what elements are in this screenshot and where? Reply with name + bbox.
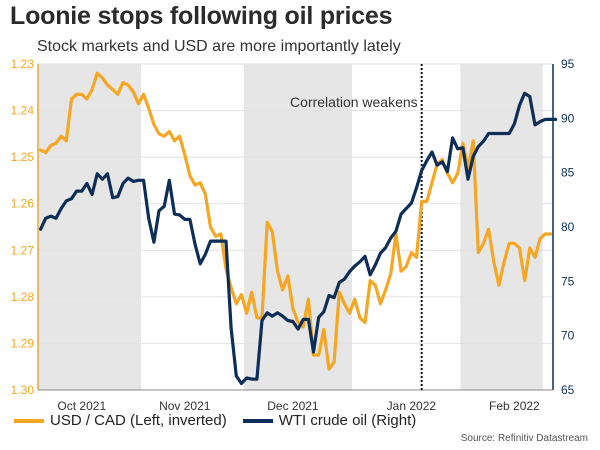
right-tick-label-0: 65 (561, 383, 575, 397)
shaded-period-2 (460, 64, 543, 390)
left-tick-label-5: 1.28 (11, 290, 35, 304)
right-tick-label-3: 80 (561, 220, 575, 234)
x-tick-label-2: Dec 2021 (267, 399, 319, 413)
left-tick-label-1: 1.24 (11, 104, 35, 118)
x-tick-label-1: Nov 2021 (159, 399, 211, 413)
right-tick-label-1: 70 (561, 329, 575, 343)
legend: USD / CAD (Left, inverted) WTI crude oil… (14, 412, 432, 429)
left-tick-label-4: 1.27 (11, 243, 35, 257)
right-tick-label-2: 75 (561, 274, 575, 288)
legend-swatch-usdcad (14, 418, 44, 423)
shaded-period-0 (38, 64, 141, 390)
left-tick-label-3: 1.26 (11, 197, 35, 211)
x-tick-label-0: Oct 2021 (57, 399, 106, 413)
left-tick-label-2: 1.25 (11, 150, 35, 164)
right-tick-label-6: 95 (561, 57, 575, 71)
left-tick-label-7: 1.30 (11, 383, 35, 397)
chart-subtitle: Stock markets and USD are more important… (37, 38, 401, 55)
source-note: Source: Refinitiv Datastream (460, 433, 588, 444)
legend-item-usdcad: USD / CAD (Left, inverted) (14, 412, 227, 429)
legend-label-usdcad: USD / CAD (Left, inverted) (50, 412, 227, 429)
series-line-wti (38, 91, 558, 386)
right-tick-label-4: 85 (561, 166, 575, 180)
right-tick-label-5: 90 (561, 111, 575, 125)
legend-swatch-wti (242, 418, 273, 423)
chart-title: Loonie stops following oil prices (10, 2, 393, 30)
legend-label-wti: WTI crude oil (Right) (278, 412, 417, 429)
left-tick-label-6: 1.29 (11, 336, 35, 350)
annotation-text: Correlation weakens (290, 94, 418, 110)
legend-item-wti: WTI crude oil (Right) (242, 412, 417, 429)
x-tick-label-4: Feb 2022 (489, 399, 540, 413)
left-tick-label-0: 1.23 (11, 57, 35, 71)
x-tick-label-3: Jan 2022 (387, 399, 437, 413)
